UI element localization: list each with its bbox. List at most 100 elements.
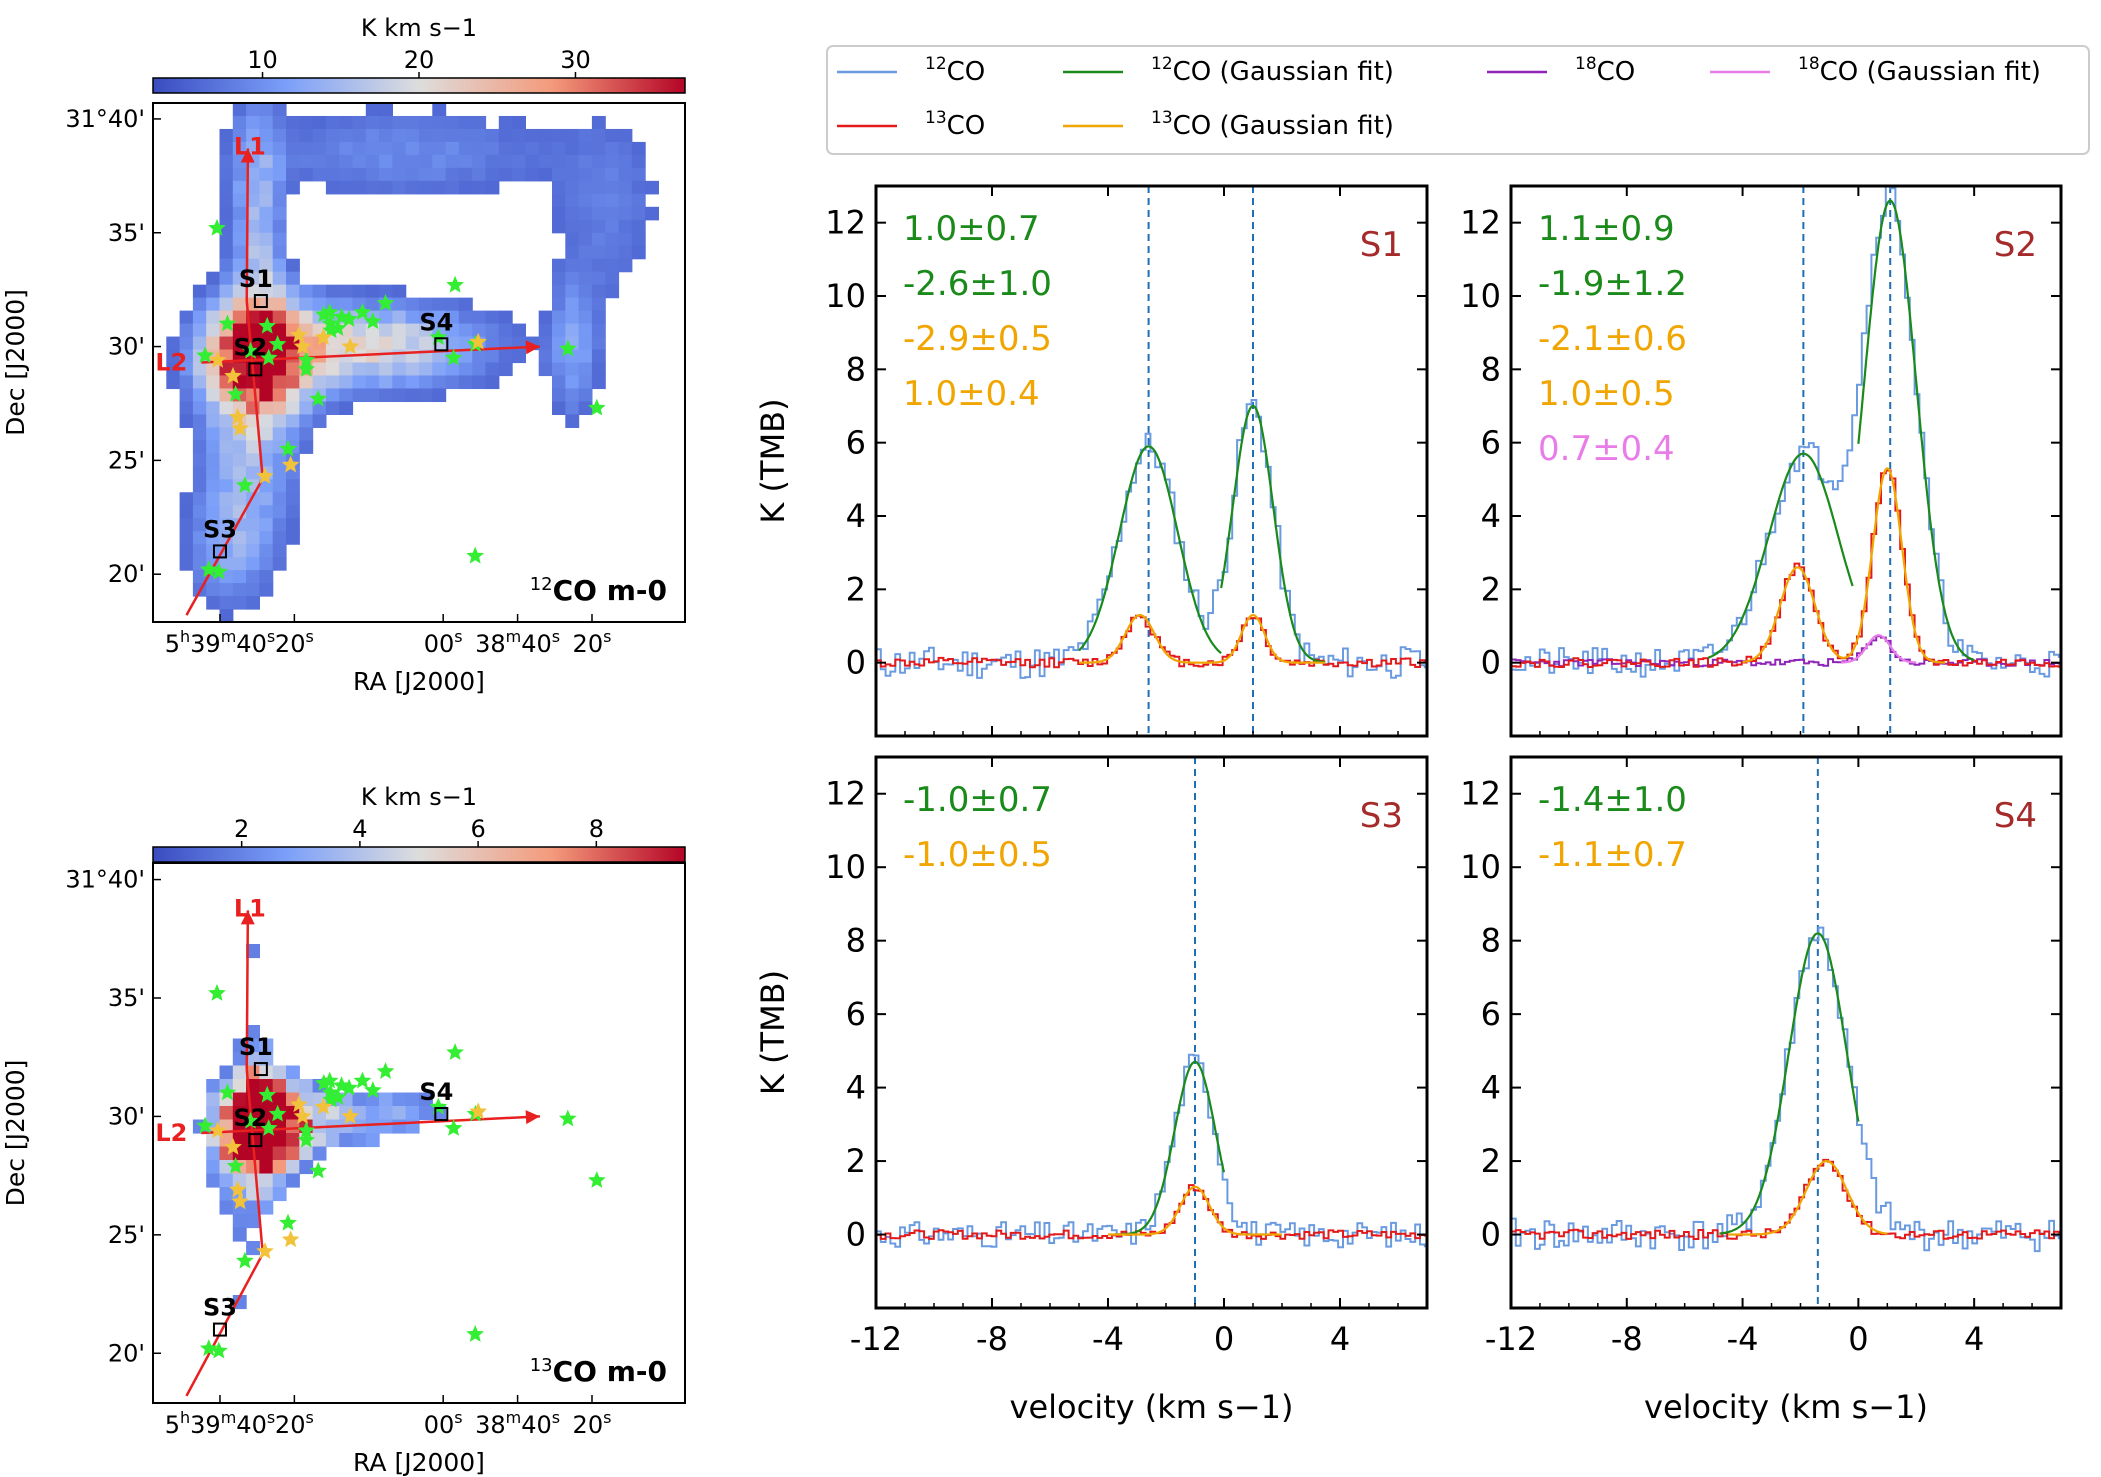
map-pixel xyxy=(498,323,513,338)
map-pixel xyxy=(286,1065,300,1080)
map-pixel xyxy=(259,1146,274,1161)
track-arrowhead xyxy=(525,340,540,355)
map-xtick-label: 20s xyxy=(275,1408,314,1439)
ytick-label: 6 xyxy=(846,995,866,1033)
map-pixel xyxy=(618,141,633,156)
map-pixel xyxy=(219,609,234,623)
map-pixel xyxy=(299,440,314,454)
map-pixel xyxy=(538,362,553,377)
map-pixel xyxy=(392,141,407,156)
position-box xyxy=(248,1133,263,1148)
map-pixel xyxy=(578,310,593,325)
map-pixel xyxy=(565,245,580,260)
map-pixel xyxy=(259,492,274,506)
map-pixel xyxy=(352,1092,367,1107)
map-pixel xyxy=(379,284,393,299)
map-pixel xyxy=(272,219,287,234)
map-pixel xyxy=(246,219,260,234)
map-pixel xyxy=(565,206,580,221)
map-pixel xyxy=(272,1079,287,1094)
map-pixel xyxy=(206,518,221,532)
map-pixel xyxy=(325,362,340,377)
tick-sup: s xyxy=(454,627,462,646)
legend-entry: 12CO (Gaussian fit) xyxy=(1151,54,1394,87)
legend-sup: 18 xyxy=(1575,54,1597,74)
map-pixel xyxy=(565,193,580,208)
map-ylabel: Dec [J2000] xyxy=(1,289,30,436)
map-pixel xyxy=(578,323,593,338)
map-pixel xyxy=(578,401,593,415)
map-pixel xyxy=(286,349,300,364)
map-pixel xyxy=(512,167,526,182)
map-pixel xyxy=(232,466,247,480)
map-pixel xyxy=(246,1214,260,1229)
map-pixel xyxy=(259,427,274,441)
map-pixel xyxy=(472,323,487,338)
map-pixel xyxy=(192,427,207,441)
map-pixel xyxy=(259,154,274,169)
map-pixel xyxy=(219,284,234,299)
map-pixel xyxy=(458,115,473,130)
map-pixel xyxy=(392,336,407,351)
map-pixel xyxy=(232,180,247,195)
map-pixel xyxy=(645,180,659,195)
yso-green-star xyxy=(340,310,358,327)
map-pixel xyxy=(485,167,500,182)
colorbar xyxy=(152,846,686,863)
map-pixel xyxy=(206,271,221,286)
map-pixel xyxy=(472,180,487,195)
map-pixel xyxy=(206,284,221,299)
map-pixel xyxy=(192,375,207,390)
map-pixel xyxy=(392,1106,407,1121)
map-pixel xyxy=(299,115,314,130)
map-pixel xyxy=(206,505,221,519)
yso-green-star xyxy=(340,1078,358,1096)
tick-part: 40 xyxy=(521,1411,552,1439)
map-pixel xyxy=(192,297,207,312)
legend-entry: 18CO (Gaussian fit) xyxy=(1798,54,2041,87)
map-pixel xyxy=(552,349,566,364)
map-pixel xyxy=(485,154,500,169)
map-pixel xyxy=(299,141,314,156)
map-pixel xyxy=(445,180,460,195)
map-pixel xyxy=(259,531,274,545)
map-pixel xyxy=(591,206,606,221)
yso-green-star xyxy=(364,312,382,330)
map-pixel xyxy=(232,1092,247,1107)
map-pixel xyxy=(219,167,234,182)
yso-green-star xyxy=(226,385,245,402)
map-pixel xyxy=(219,531,234,545)
map-pixel xyxy=(472,128,487,143)
map-pixel xyxy=(618,245,633,260)
map-pixel xyxy=(405,388,420,403)
map-pixel xyxy=(259,219,274,234)
map-pixel xyxy=(631,167,646,182)
spectrum-panel-S3: 0 2 4 6 8 10 12 -12 -8 -4 0 4 K (TMB) velocity (km s−… xyxy=(754,755,1429,1426)
map-pixel xyxy=(272,505,287,519)
map-pixel xyxy=(246,544,260,558)
map-pixel xyxy=(379,362,393,377)
map-pixel xyxy=(179,336,194,351)
yso-green-star xyxy=(199,1339,218,1357)
map-pixel xyxy=(631,193,646,208)
map-pixel xyxy=(232,310,247,325)
map-pixel xyxy=(232,284,247,299)
map-pixel xyxy=(259,1200,274,1215)
map-pixel xyxy=(432,297,447,312)
moment0-maps: 10 20 30K km s−131°40'35'30'25'20'5h39m40s… xyxy=(1,14,686,1477)
legend-sup: 18 xyxy=(1798,54,1820,74)
map-pixel xyxy=(286,401,300,415)
fit-curve xyxy=(1220,404,1326,664)
map-pixel xyxy=(631,219,646,234)
map-pixel xyxy=(498,115,513,130)
map-pixel xyxy=(299,154,314,169)
colorbar-tick-label: 8 xyxy=(589,815,604,843)
map-pixel xyxy=(352,128,367,143)
map-ytick-label: 30' xyxy=(108,333,145,361)
map-pixel xyxy=(192,479,207,493)
yso-green-star xyxy=(208,983,226,1001)
plot-area xyxy=(1511,186,2061,736)
map-pixel xyxy=(192,544,207,558)
map-ytick-label: 30' xyxy=(108,1102,145,1130)
map-pixel xyxy=(272,427,287,441)
